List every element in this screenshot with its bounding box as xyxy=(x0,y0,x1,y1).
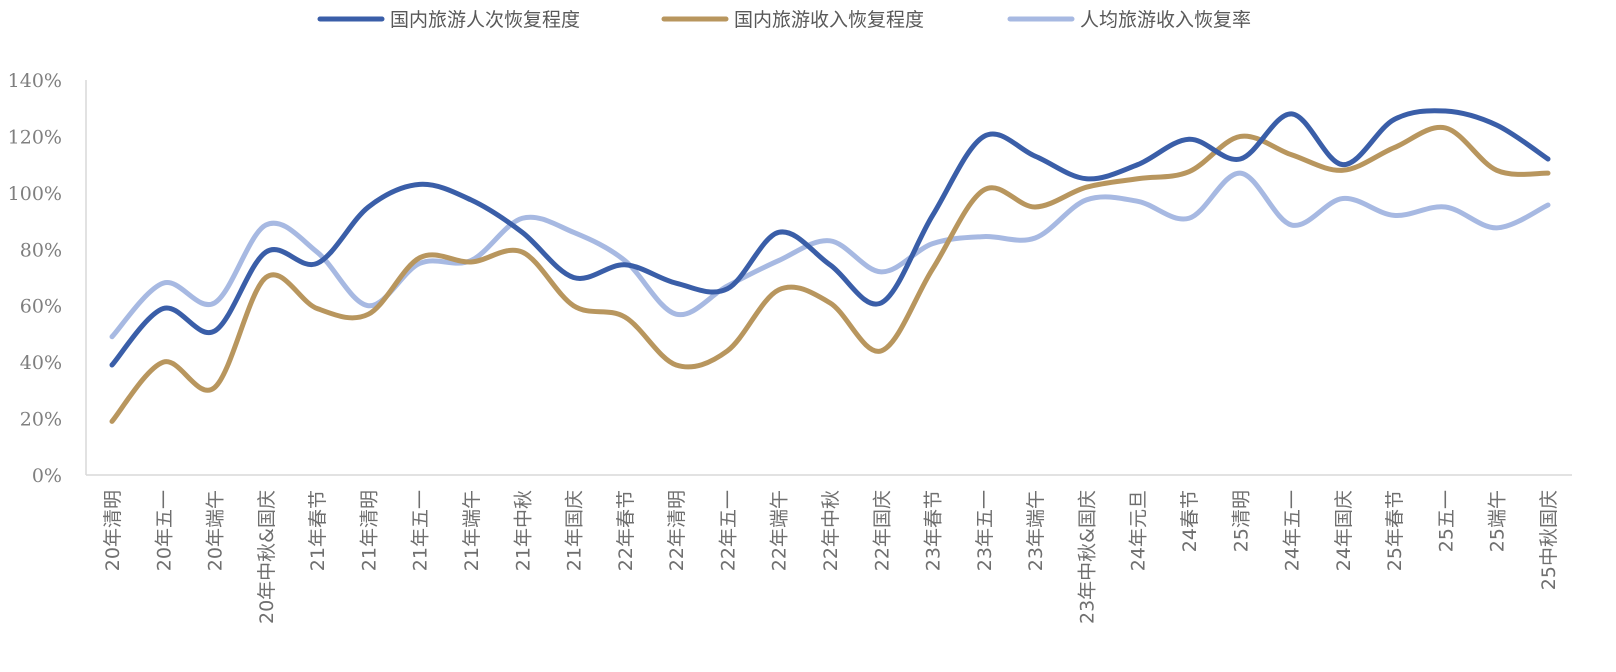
x-tick-label: 23年端午 xyxy=(1025,490,1047,571)
y-axis: 0% 20% 40% 60% 80% 100% 120% 140% xyxy=(8,70,62,487)
x-tick-label: 24春节 xyxy=(1179,490,1201,552)
y-tick-label: 0% xyxy=(32,465,62,487)
x-tick-label: 25五一 xyxy=(1435,490,1457,552)
legend-item: 国内旅游收入恢复程度 xyxy=(661,9,924,31)
x-tick-label: 25中秋国庆 xyxy=(1538,490,1560,590)
x-tick-label: 22年端午 xyxy=(769,490,791,571)
legend-label: 国内旅游收入恢复程度 xyxy=(734,9,924,31)
y-tick-label: 40% xyxy=(20,352,62,374)
x-tick-label: 25端午 xyxy=(1487,490,1509,552)
x-tick-label: 20年清明 xyxy=(102,490,124,571)
y-tick-label: 60% xyxy=(20,296,62,318)
x-tick-label: 20年五一 xyxy=(153,490,175,571)
x-tick-label: 21年春节 xyxy=(307,490,329,571)
legend-item: 人均旅游收入恢复率 xyxy=(1007,9,1251,31)
x-tick-label: 22年国庆 xyxy=(871,490,893,571)
legend-label: 人均旅游收入恢复率 xyxy=(1080,9,1251,31)
legend-label: 国内旅游人次恢复程度 xyxy=(390,9,580,31)
x-tick-label: 24年国庆 xyxy=(1333,490,1355,571)
legend: 国内旅游人次恢复程度 国内旅游收入恢复程度 人均旅游收入恢复率 xyxy=(317,9,1251,31)
y-tick-label: 100% xyxy=(8,183,62,205)
y-tick-label: 120% xyxy=(8,126,62,148)
x-tick-label: 21年端午 xyxy=(461,490,483,571)
x-tick-label: 23年五一 xyxy=(974,490,996,571)
series-lines xyxy=(109,108,1551,424)
x-tick-label: 24年元旦 xyxy=(1128,490,1150,571)
x-tick-label: 24年五一 xyxy=(1282,490,1304,571)
x-axis: 20年清明 20年五一 20年端午 20年中秋&国庆 21年春节 21年清明 21年五一 21… xyxy=(102,490,1560,624)
y-tick-label: 20% xyxy=(20,409,62,431)
x-tick-label: 22年五一 xyxy=(717,490,739,571)
series-line-0 xyxy=(109,108,1551,368)
x-tick-label: 25清明 xyxy=(1230,490,1252,552)
legend-item: 国内旅游人次恢复程度 xyxy=(317,9,580,31)
x-tick-label: 25年春节 xyxy=(1384,490,1406,571)
x-tick-label: 21年国庆 xyxy=(564,490,586,571)
y-tick-label: 140% xyxy=(8,70,62,92)
series-line-1 xyxy=(109,124,1551,424)
series-line-2 xyxy=(109,170,1551,340)
x-tick-label: 20年端午 xyxy=(205,490,227,571)
x-tick-label: 21年清明 xyxy=(358,490,380,571)
x-tick-label: 23年中秋&国庆 xyxy=(1076,490,1098,624)
x-tick-label: 21年五一 xyxy=(410,490,432,571)
x-tick-label: 20年中秋&国庆 xyxy=(256,490,278,624)
x-tick-label: 22年清明 xyxy=(666,490,688,571)
x-tick-label: 21年中秋 xyxy=(512,490,534,571)
x-tick-label: 23年春节 xyxy=(923,490,945,571)
y-tick-label: 80% xyxy=(20,239,62,261)
x-tick-label: 22年春节 xyxy=(615,490,637,571)
x-tick-label: 22年中秋 xyxy=(820,490,842,571)
